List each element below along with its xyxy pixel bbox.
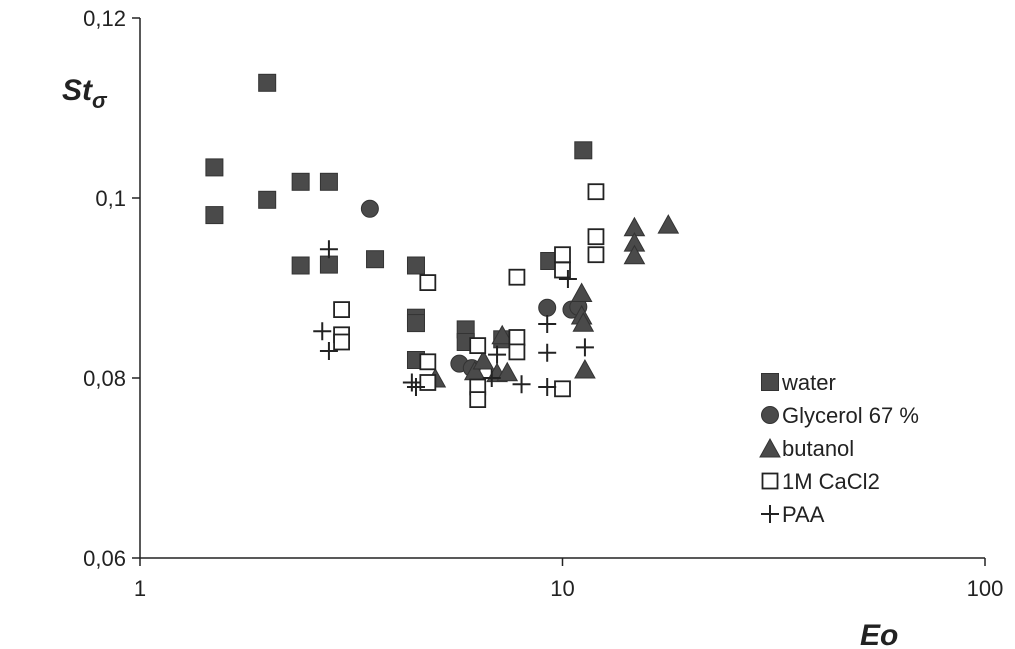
x-tick-labels: 1 10 100 (134, 576, 1003, 601)
y-tick-label: 0,08 (83, 366, 126, 391)
legend-label: butanol (782, 436, 854, 461)
data-point (419, 353, 437, 371)
data-point (623, 244, 646, 265)
data-point (538, 378, 557, 396)
x-tick-label: 10 (550, 576, 574, 601)
data-points (205, 73, 680, 409)
data-point (554, 261, 571, 279)
data-point (575, 338, 594, 357)
x-tick-label: 1 (134, 576, 146, 601)
data-point (570, 282, 593, 302)
legend-label: 1M CaCl2 (782, 469, 880, 494)
data-point (319, 342, 338, 360)
series-water (205, 73, 593, 369)
data-point (319, 240, 338, 259)
data-point (508, 343, 526, 361)
data-point (587, 183, 605, 201)
data-point (491, 324, 514, 345)
data-point (319, 255, 338, 274)
data-point (291, 172, 310, 191)
data-point (360, 199, 379, 218)
legend-marker (761, 373, 779, 391)
legend-marker (761, 505, 779, 523)
data-point (258, 190, 277, 209)
data-point (319, 172, 338, 191)
series-1m-cacl2 (333, 183, 605, 409)
series-butanol (424, 214, 680, 388)
data-point (508, 329, 526, 346)
data-point (402, 373, 421, 392)
data-point (488, 345, 507, 364)
data-point (496, 361, 519, 382)
legend-item: water (761, 370, 836, 395)
legend-label: Glycerol 67 % (782, 403, 919, 428)
data-point (558, 270, 577, 288)
data-point (406, 256, 425, 275)
legend-label: PAA (782, 502, 825, 527)
y-tick-labels: 0,06 0,08 0,1 0,12 (83, 6, 126, 571)
data-point (472, 349, 495, 370)
y-axis-label: Stσ (62, 74, 108, 113)
data-point (482, 369, 501, 387)
data-point (554, 246, 571, 264)
data-point (258, 73, 277, 92)
data-point (333, 301, 350, 319)
data-point (538, 298, 557, 317)
legend-item: PAA (761, 502, 825, 527)
data-point (657, 214, 680, 234)
data-point (574, 141, 593, 160)
legend: water Glycerol 67 % butanol 1M CaCl2 PAA (759, 370, 919, 527)
data-point (313, 322, 332, 341)
data-point (538, 343, 557, 362)
y-tick-label: 0,1 (95, 186, 126, 211)
data-point (538, 315, 557, 333)
data-point (333, 333, 350, 351)
data-point (205, 158, 224, 177)
axes (132, 17, 986, 566)
data-point (572, 312, 595, 332)
legend-marker (761, 472, 779, 490)
data-point (508, 268, 526, 286)
y-tick-label: 0,12 (83, 6, 126, 31)
x-axis-label: Eo (860, 619, 898, 649)
y-tick-label: 0,06 (83, 546, 126, 571)
legend-label: water (781, 370, 836, 395)
data-point (205, 206, 224, 225)
data-point (366, 250, 385, 269)
x-tick-label: 100 (967, 576, 1004, 601)
legend-marker (759, 437, 781, 458)
data-point (587, 246, 605, 264)
data-point (587, 228, 605, 246)
legend-marker (761, 406, 779, 424)
data-point (512, 375, 531, 394)
data-point (419, 274, 437, 292)
data-point (574, 358, 596, 379)
data-point (554, 380, 571, 398)
data-point (406, 314, 425, 333)
series-paa (313, 240, 594, 396)
data-point (469, 337, 487, 355)
data-point (469, 391, 487, 409)
legend-item: butanol (759, 436, 854, 461)
data-point (291, 256, 310, 275)
data-point (406, 378, 425, 396)
legend-item: Glycerol 67 % (761, 403, 919, 428)
legend-item: 1M CaCl2 (761, 469, 880, 494)
